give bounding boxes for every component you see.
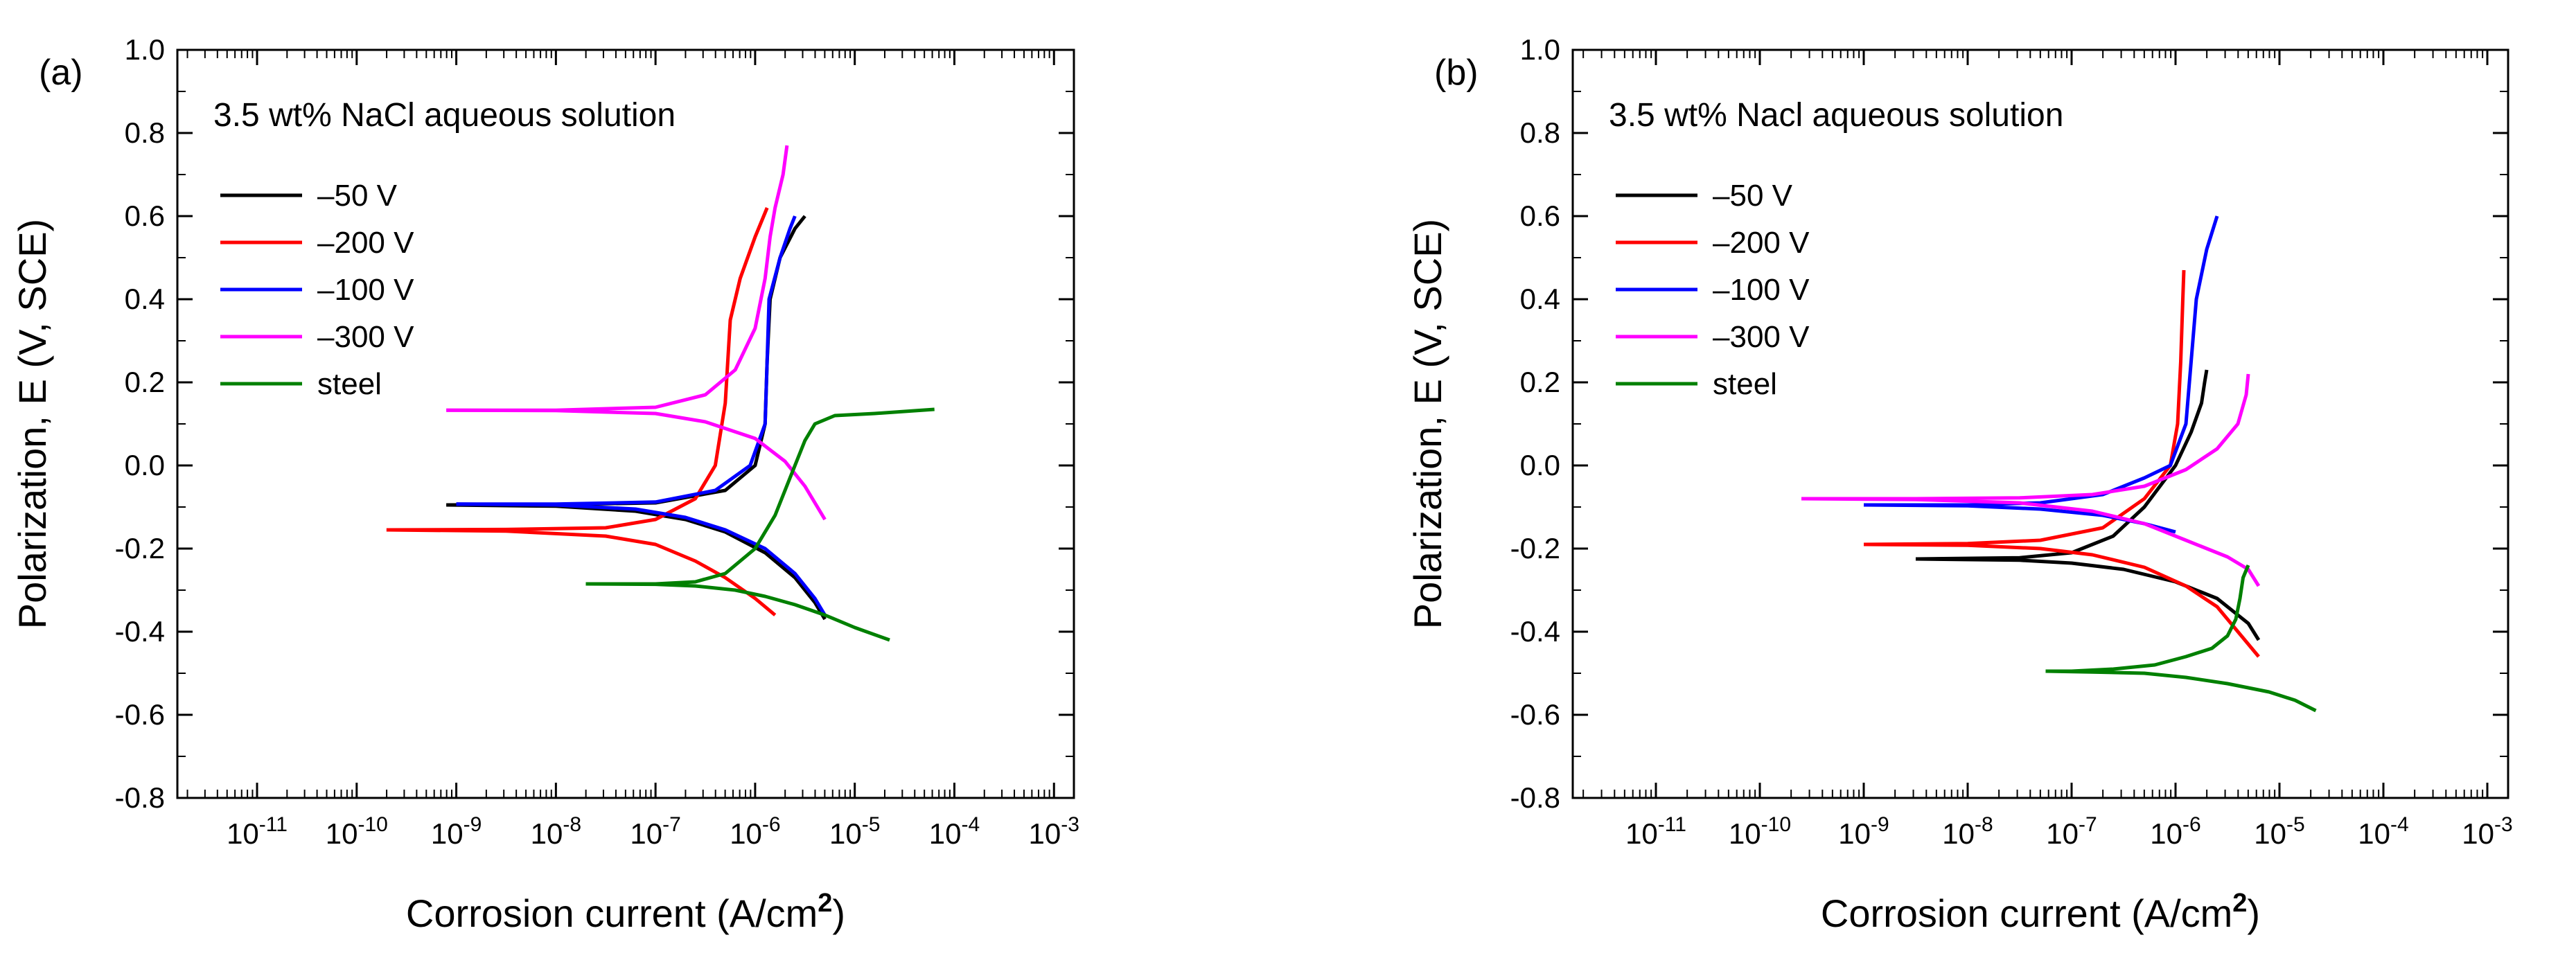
series-cathodic-steel bbox=[2045, 669, 2317, 713]
x-tick-label: 10-4 bbox=[2358, 813, 2408, 850]
x-tick-label: 10-3 bbox=[2462, 813, 2512, 850]
curves bbox=[386, 145, 935, 642]
x-tick-label: 10-8 bbox=[531, 813, 581, 850]
x-tick-label: 10-7 bbox=[2046, 813, 2097, 850]
y-tick-label: 0.8 bbox=[125, 116, 165, 149]
y-tick-label: -0.8 bbox=[115, 781, 165, 814]
x-tick-label: 10-11 bbox=[1625, 813, 1686, 850]
chart-panel-b: -0.8 -0.6 -0.4 -0.2 0.0 0.2 0.4 0.6 0.8 1.0 10-11 1… bbox=[1406, 33, 2513, 935]
y-tick-label: 0.2 bbox=[125, 366, 165, 398]
curves bbox=[1801, 215, 2317, 713]
legend: –50 V –200 V –100 V –300 V steel bbox=[1616, 179, 1810, 401]
legend-label: –200 V bbox=[317, 226, 414, 260]
series-anodic-steel bbox=[2045, 565, 2250, 673]
y-tick-label: 0.0 bbox=[125, 449, 165, 481]
x-axis-title: Corrosion current (A/cm2) bbox=[406, 889, 845, 935]
series-cathodic-100v bbox=[456, 502, 827, 616]
x-tick-label: 10-11 bbox=[227, 813, 288, 850]
y-axis-title: Polarization, E (V, SCE) bbox=[1406, 219, 1449, 629]
y-tick-label: -0.6 bbox=[115, 698, 165, 731]
y-tick-label: 0.4 bbox=[1520, 283, 1560, 315]
y-tick-label: 0.2 bbox=[1520, 366, 1560, 398]
legend-label: –50 V bbox=[317, 179, 398, 213]
series-cathodic-200v bbox=[1863, 542, 2260, 658]
x-tick-label: 10-6 bbox=[2150, 813, 2200, 850]
x-tick-label: 10-10 bbox=[1729, 813, 1791, 850]
x-tick-label: 10-9 bbox=[1838, 813, 1889, 850]
solution-annotation: 3.5 wt% Nacl aqueous solution bbox=[1609, 97, 2063, 134]
y-tick-label: -0.4 bbox=[1510, 615, 1560, 648]
x-tick-label: 10-5 bbox=[829, 813, 880, 850]
x-tick-label: 10-5 bbox=[2254, 813, 2304, 850]
series-anodic-steel bbox=[585, 407, 935, 586]
x-tick-label: 10-10 bbox=[326, 813, 388, 850]
chart-panel-a: -0.8 -0.6 -0.4 -0.2 0.0 0.2 0.4 0.6 0.8 1.0 10-11 1… bbox=[10, 33, 1079, 935]
series-anodic-200v bbox=[386, 207, 769, 532]
x-tick-label: 10-6 bbox=[730, 813, 780, 850]
series-cathodic-300v bbox=[1801, 497, 2261, 587]
y-tick-label: 0.6 bbox=[125, 199, 165, 232]
y-tick-label: -0.8 bbox=[1510, 781, 1560, 814]
legend-label: –200 V bbox=[1713, 226, 1810, 260]
y-tick-label: -0.2 bbox=[1510, 532, 1560, 565]
series-cathodic-200v bbox=[386, 528, 777, 616]
y-tick-label: 1.0 bbox=[125, 33, 165, 66]
x-tick-label: 10-3 bbox=[1029, 813, 1079, 850]
legend-label: steel bbox=[317, 367, 382, 401]
series-cathodic-steel bbox=[585, 582, 890, 642]
legend-label: steel bbox=[1713, 367, 1777, 401]
x-tick-label: 10-9 bbox=[431, 813, 482, 850]
legend-label: –50 V bbox=[1713, 179, 1793, 213]
y-axis-title: Polarization, E (V, SCE) bbox=[10, 219, 54, 629]
series-cathodic-50v bbox=[1915, 557, 2261, 641]
x-axis-title: Corrosion current (A/cm2) bbox=[1821, 889, 2260, 935]
legend-label: –300 V bbox=[1713, 320, 1810, 354]
y-tick-label: -0.2 bbox=[115, 532, 165, 565]
y-tick-label: -0.6 bbox=[1510, 698, 1560, 731]
y-tick-label: 0.8 bbox=[1520, 116, 1560, 149]
y-tick-label: 0.6 bbox=[1520, 199, 1560, 232]
plot-frame bbox=[1571, 48, 2509, 799]
y-tick-label: -0.4 bbox=[115, 615, 165, 648]
legend-label: –100 V bbox=[1713, 273, 1810, 307]
y-tick-label: 1.0 bbox=[1520, 33, 1560, 66]
x-tick-label: 10-7 bbox=[630, 813, 680, 850]
x-tick-label: 10-4 bbox=[929, 813, 980, 850]
series-anodic-50v bbox=[1915, 369, 2209, 561]
legend: –50 V –200 V –100 V –300 V steel bbox=[220, 179, 414, 401]
series-anodic-100v bbox=[456, 215, 797, 506]
solution-annotation: 3.5 wt% NaCl aqueous solution bbox=[213, 97, 676, 134]
x-tick-label: 10-8 bbox=[1942, 813, 1993, 850]
y-tick-label: 0.0 bbox=[1520, 449, 1560, 481]
panel-label: (a) bbox=[39, 53, 83, 93]
panel-label: (b) bbox=[1434, 53, 1479, 93]
series-anodic-100v bbox=[1864, 215, 2219, 507]
plot-frame bbox=[176, 48, 1075, 799]
y-tick-label: 0.4 bbox=[125, 283, 165, 315]
series-cathodic-300v bbox=[446, 408, 827, 521]
legend-label: –300 V bbox=[317, 320, 414, 354]
legend-label: –100 V bbox=[317, 273, 414, 307]
series-anodic-300v bbox=[446, 145, 789, 412]
series-anodic-300v bbox=[1801, 373, 2250, 501]
